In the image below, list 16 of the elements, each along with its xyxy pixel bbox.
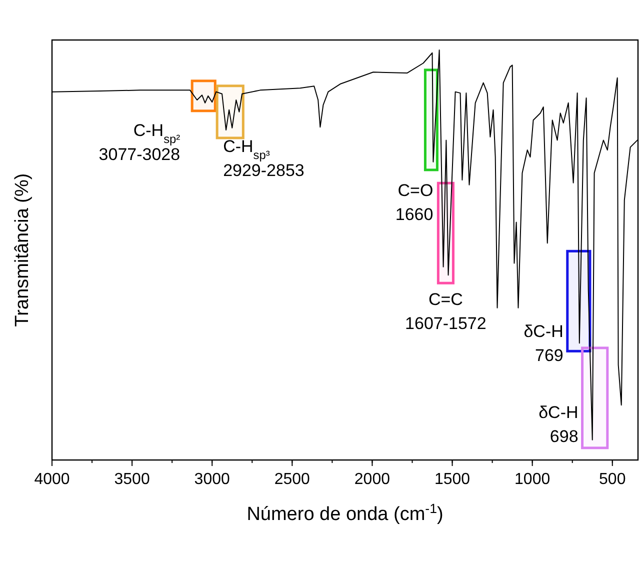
x-tick-label: 1000 bbox=[514, 471, 550, 488]
x-tick-label: 3000 bbox=[194, 471, 230, 488]
x-axis-title: Número de onda (cm$^{-1}$) bbox=[246, 500, 444, 525]
band-label: C=C 1607-1572 bbox=[405, 290, 486, 334]
band-label: C-H$_{sp³}$ 2929-2853 bbox=[223, 136, 304, 180]
x-tick-label: 2500 bbox=[274, 471, 310, 488]
band-label: δC-H 769 bbox=[524, 322, 564, 366]
band-label: C=O 1660 bbox=[395, 180, 434, 224]
x-tick-label: 500 bbox=[599, 471, 626, 488]
y-axis-title: Transmitância (%) bbox=[12, 173, 33, 327]
band-label: δC-H 698 bbox=[538, 402, 578, 446]
x-tick-label: 4000 bbox=[34, 471, 70, 488]
band-label: C-H$_{sp²}$ 3077-3028 bbox=[98, 120, 180, 164]
x-tick-label: 2000 bbox=[354, 471, 390, 488]
x-tick-label: 3500 bbox=[114, 471, 150, 488]
x-tick-label: 1500 bbox=[434, 471, 470, 488]
